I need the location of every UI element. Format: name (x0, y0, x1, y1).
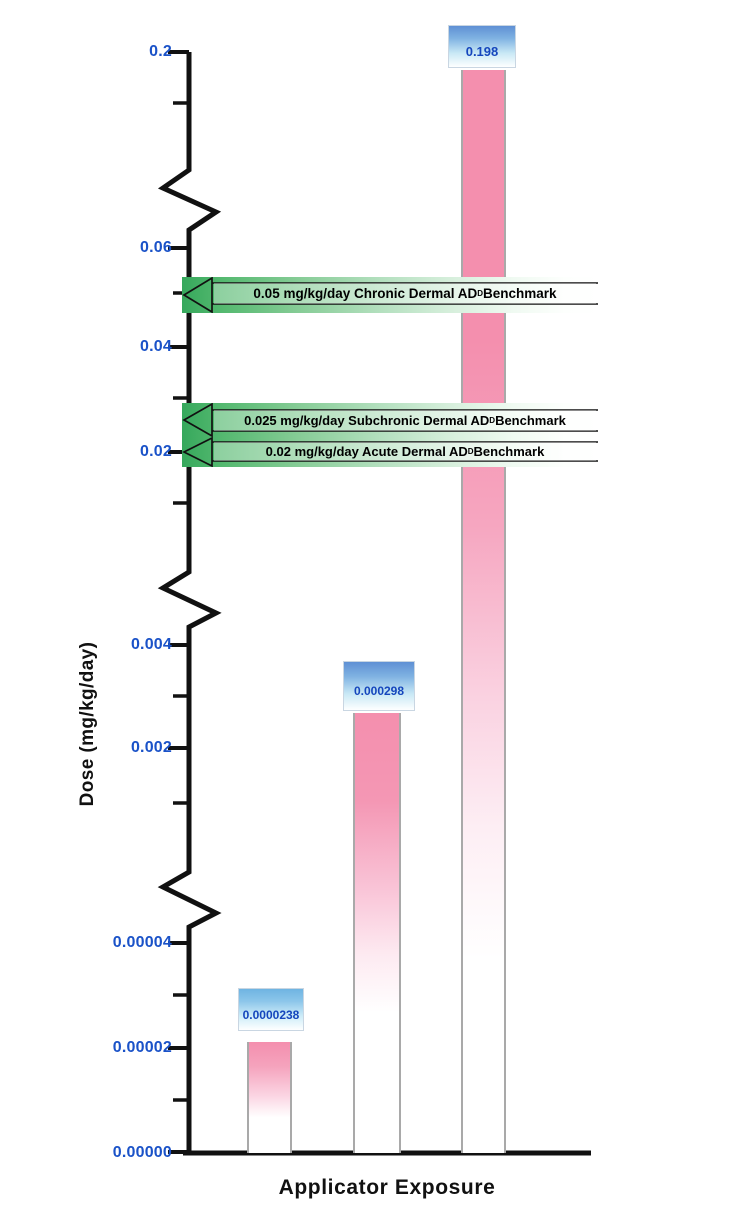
benchmark-arrow-acute: 0.02 mg/kg/day Acute Dermal AD D Benchmar… (182, 437, 598, 467)
y-tick-label: 0.06 (140, 239, 172, 256)
y-tick-label: 0.00004 (112, 934, 172, 951)
benchmark-arrow-subchronic: 0.025 mg/kg/day Subchronic Dermal AD D Be… (182, 403, 598, 437)
major-ticks (168, 50, 189, 1154)
y-tick-label: 0.04 (140, 338, 172, 355)
y-tick-label: 0.00002 (112, 1039, 172, 1056)
bar-hra-acute-dermal-add (247, 1042, 292, 1153)
y-axis-line (157, 52, 222, 1155)
x-axis-title: Applicator Exposure (278, 1176, 496, 1199)
y-tick-label: 0.02 (140, 443, 172, 460)
arrow-outline-icon (182, 277, 598, 313)
value-label-subchronic: 0.000298 (343, 661, 415, 711)
benchmark-arrow-chronic: 0.05 mg/kg/day Chronic Dermal AD D Benchm… (182, 277, 598, 313)
arrow-outline-icon (182, 437, 598, 467)
value-label-chronic: 0.198 (448, 25, 516, 68)
bar-hra-chronic-dermal-add (461, 70, 506, 1153)
value-label-acute: 0.0000238 (238, 988, 304, 1031)
y-tick-label: 0.2 (149, 43, 172, 60)
value-text: 0.198 (465, 44, 499, 59)
y-tick-label: 0.004 (130, 636, 172, 653)
value-text: 0.000298 (353, 684, 405, 698)
benchmark-label-acute: 0.02 mg/kg/day Acute Dermal AD D Benchmar… (214, 442, 596, 461)
arrow-outline-icon (182, 403, 598, 437)
y-tick-label: 0.00000 (112, 1144, 172, 1161)
benchmark-label-chronic: 0.05 mg/kg/day Chronic Dermal AD D Benchm… (214, 283, 596, 304)
value-text: 0.0000238 (242, 1007, 300, 1022)
y-tick-label: 0.002 (130, 739, 172, 756)
benchmark-label-subchronic: 0.025 mg/kg/day Subchronic Dermal AD D Be… (214, 410, 596, 431)
bar-hra-subchronic-dermal-add (353, 713, 401, 1153)
